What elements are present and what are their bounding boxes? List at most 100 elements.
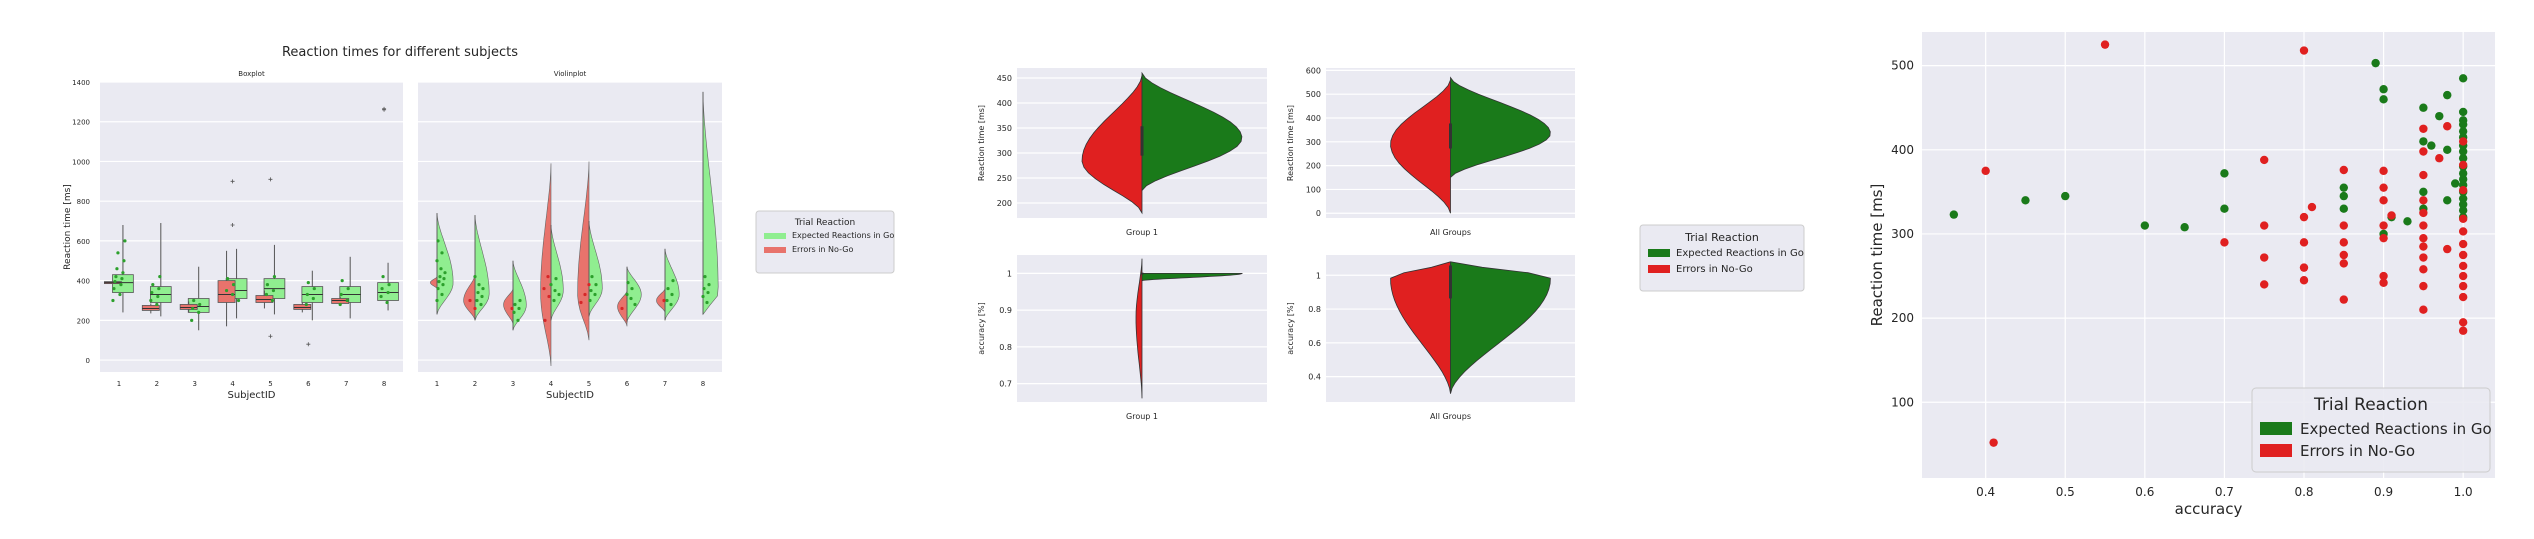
x-tick-label: 0.4 [1976, 485, 1995, 499]
scatter-point-go [2419, 187, 2428, 197]
x-tick-label: 6 [625, 380, 630, 388]
violin-point-go [707, 283, 711, 287]
scatter-point-nogo [2443, 244, 2452, 254]
strip-point-go [119, 283, 123, 287]
strip-point-go [271, 288, 276, 293]
scatter-point-go [2403, 217, 2412, 226]
x-tick-label: 2 [155, 380, 159, 388]
y-axis-label: Reaction time [ms] [977, 105, 986, 181]
left-legend-title: Trial Reaction [794, 218, 855, 228]
right-legend-swatch-nogo [2260, 444, 2292, 457]
panel-background [418, 82, 722, 372]
strip-point-go [345, 298, 349, 303]
scatter-point-nogo [2419, 265, 2428, 274]
scatter-point-nogo [2299, 238, 2309, 247]
middle-legend-entry: Errors in No-Go [1676, 264, 1753, 275]
strip-point-go [122, 259, 126, 263]
x-tick-label: 2 [473, 380, 477, 388]
strip-point-go [385, 300, 389, 305]
middle-panel-1: 200 250 300 350 400 450 Reaction time [ms] Grou… [977, 68, 1267, 237]
violin-point-nogo [579, 300, 583, 305]
x-tick-label: 5 [587, 380, 591, 388]
scatter-point-go [2339, 183, 2348, 192]
scatter-point-go [2427, 141, 2436, 150]
violin-point-go [477, 283, 481, 287]
violin-point-go [665, 298, 669, 303]
scatter-point-nogo [2419, 242, 2428, 251]
violin-point-go [552, 298, 556, 303]
violin-half-go [1450, 261, 1551, 394]
strip-point-go [231, 283, 236, 287]
scatter-point-nogo [2260, 155, 2269, 165]
scatter-point-nogo [2419, 124, 2428, 133]
scatter-point-nogo [2419, 221, 2428, 230]
strip-point-go [115, 267, 119, 271]
strip-point-go [151, 283, 155, 287]
x-tick-label: 0.7 [2215, 485, 2234, 499]
violin-point-go [443, 271, 447, 275]
y-axis-label: accuracy [%] [1286, 302, 1295, 354]
violin-point-go [518, 298, 522, 303]
y-tick-label: 400 [1891, 143, 1914, 157]
scatter-point-nogo [2419, 281, 2428, 291]
scatter-point-go [2458, 147, 2468, 156]
left-figure: Reaction times for different subjects 0 2… [63, 45, 895, 401]
scatter-point-nogo [2419, 233, 2428, 243]
box-outlier [230, 223, 235, 228]
scatter-point-nogo [1989, 438, 1998, 447]
y-tick-label: 0 [86, 357, 90, 365]
strip-point-go [340, 279, 344, 283]
violin-half-go [1450, 76, 1551, 178]
scatter-point-nogo [2458, 326, 2468, 335]
strip-point-go [265, 283, 270, 287]
y-tick-label: 250 [997, 174, 1012, 183]
strip-point-go [236, 298, 241, 303]
violin-point-go [702, 286, 706, 291]
strip-point-go [386, 290, 390, 295]
scatter-point-nogo [2379, 183, 2388, 192]
violin-point-go [436, 239, 440, 243]
violin-point-go [593, 292, 597, 297]
y-tick-label: 800 [77, 198, 90, 206]
panel-title: Violinplot [554, 70, 587, 78]
y-tick-label: 600 [77, 238, 90, 246]
y-tick-label: 0.4 [1308, 373, 1321, 382]
middle-figure: 200 250 300 350 400 450 Reaction time [ms] Grou… [977, 66, 1805, 421]
left-legend: Trial Reaction Expected Reactions in Go Er… [755, 210, 895, 274]
scatter-point-nogo [2458, 239, 2468, 249]
scatter-point-go [2180, 223, 2189, 232]
scatter-point-go [2458, 194, 2468, 203]
panel-title: Boxplot [238, 70, 265, 78]
violin-half-go [626, 266, 642, 323]
violin-point-go [630, 286, 634, 291]
scatter-point-go [2435, 111, 2444, 121]
scatter-point-nogo [2299, 212, 2309, 222]
scatter-point-go [2458, 127, 2468, 136]
violin-point-go [629, 296, 633, 301]
y-tick-label: 500 [1306, 90, 1321, 99]
x-tick-label: 1.0 [2454, 485, 2473, 499]
violin-point-go [513, 302, 517, 307]
y-tick-label: 400 [997, 99, 1012, 108]
scatter-point-nogo [2419, 147, 2428, 156]
violin-half-go [550, 224, 564, 321]
scatter-point-go [2371, 58, 2380, 68]
strip-point-go [305, 292, 309, 297]
violin-point-go [440, 292, 444, 297]
x-tick-label: 6 [306, 380, 311, 388]
box-outlier [306, 342, 311, 347]
left-legend-entry: Errors in No-Go [792, 245, 853, 254]
y-axis-label: Reaction time [ms] [63, 184, 73, 270]
violin-half-go [664, 248, 680, 321]
middle-legend-frame [1639, 224, 1805, 292]
y-tick-label: 1200 [72, 119, 90, 127]
violin-half-nogo [1390, 261, 1451, 394]
violin-half-nogo [656, 288, 666, 313]
scatter-point-nogo [2379, 278, 2388, 287]
violin-point-go [549, 283, 553, 287]
scatter-point-go [2419, 103, 2428, 112]
y-tick-label: 500 [1891, 59, 1914, 73]
scatter-point-nogo [2260, 221, 2269, 230]
scatter-point-nogo [2458, 318, 2468, 327]
right-figure: 100 200 300 400 500 0.4 0.5 0.6 0.7 0.8 0.9 1.0 accu… [1868, 32, 2495, 518]
